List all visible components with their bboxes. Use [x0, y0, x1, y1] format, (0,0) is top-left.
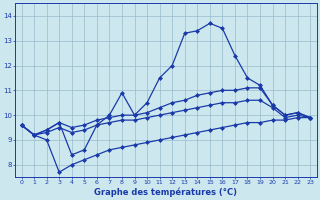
X-axis label: Graphe des températures (°C): Graphe des températures (°C) [94, 187, 237, 197]
